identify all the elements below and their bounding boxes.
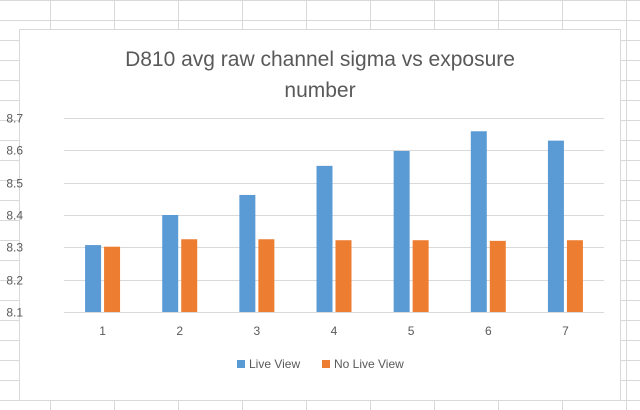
bar-live-view [85,245,102,312]
chart-title: D810 avg raw channel sigma vs exposure n… [125,48,515,102]
y-tick-label: 8.2 [6,274,23,288]
x-tick-label: 3 [254,324,261,338]
bar-live-view [239,194,256,312]
bar-live-view [393,150,410,312]
legend-live-view-label: Live View [249,357,300,371]
bar-no-live-view [489,240,506,312]
x-tick-label: 5 [408,324,415,338]
bar-no-live-view [335,240,352,312]
bar-no-live-view [258,239,275,312]
y-tick-label: 8.6 [6,144,23,158]
y-tick-label: 8.5 [6,177,23,191]
bar-no-live-view [412,240,429,312]
y-tick-label: 8.1 [6,306,23,320]
x-tick-label: 1 [99,324,106,338]
y-tick-label: 8.4 [6,209,23,223]
y-tick-label: 8.3 [6,241,23,255]
bar-no-live-view [104,246,121,312]
bar-live-view [162,215,179,312]
legend-no-live-view-label: No Live View [334,357,404,371]
x-tick-label: 7 [562,324,569,338]
legend-live-view-swatch [237,360,245,368]
x-tick-label: 6 [485,324,492,338]
legend-no-live-view-swatch [322,360,330,368]
x-tick-label: 4 [331,324,338,338]
bar-no-live-view [566,240,583,312]
bar-live-view [316,165,333,312]
bar-live-view [547,140,564,312]
bar-live-view [470,131,487,312]
bar-no-live-view [181,239,198,312]
x-tick-label: 2 [176,324,183,338]
y-tick-label: 8.7 [6,112,23,126]
